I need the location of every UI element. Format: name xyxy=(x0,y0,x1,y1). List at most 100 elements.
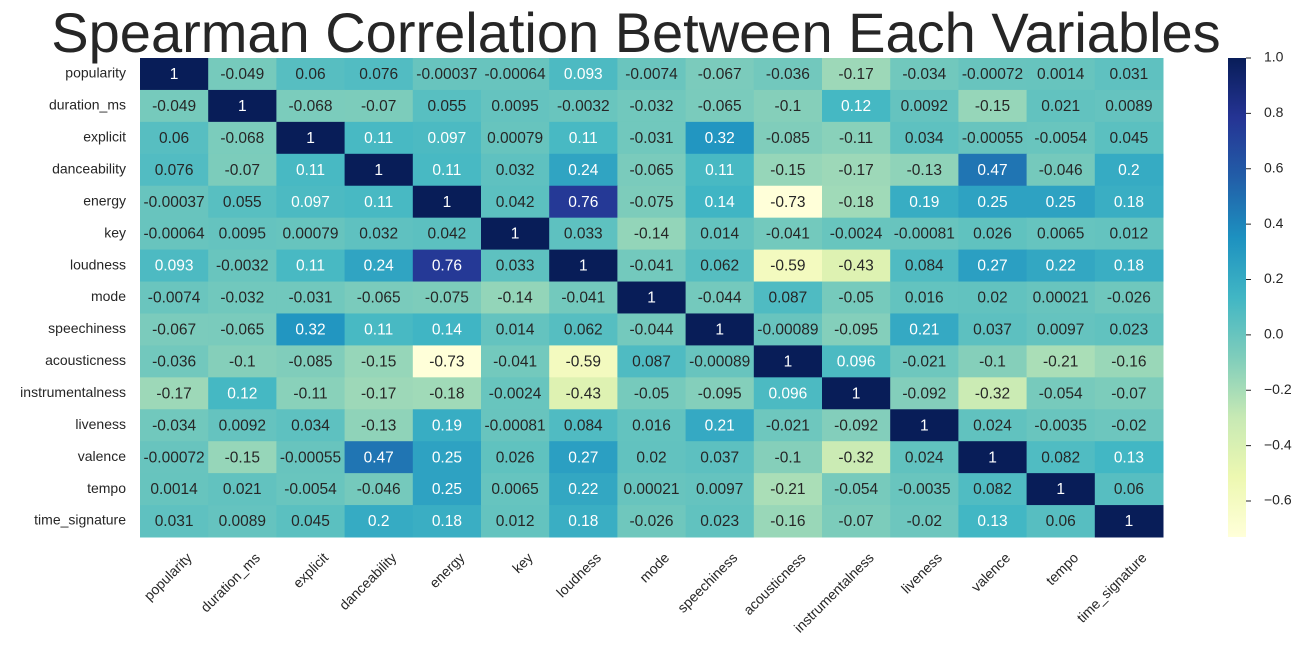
y-tick-label: duration_ms xyxy=(49,97,126,113)
heatmap-cell xyxy=(958,121,1028,155)
heatmap-cell xyxy=(208,89,277,123)
cell-label: -0.00037 xyxy=(143,194,204,211)
heatmap-cell xyxy=(140,121,209,155)
cell-label: 0.24 xyxy=(364,258,395,275)
cell-label: 0.0097 xyxy=(696,481,743,498)
cell-label: -0.15 xyxy=(975,98,1010,115)
heatmap-cell xyxy=(1094,249,1164,283)
cell-label: 0.087 xyxy=(632,353,671,370)
cell-label: 0.084 xyxy=(564,417,603,434)
cell-label: -0.041 xyxy=(766,226,810,243)
cell-label: -0.00055 xyxy=(280,449,341,466)
cell-label: -0.73 xyxy=(770,194,805,211)
cell-label: 1 xyxy=(511,226,520,243)
heatmap-cell xyxy=(140,441,209,474)
x-tick-label: explicit xyxy=(290,549,332,591)
cell-label: 0.11 xyxy=(296,258,325,275)
colorbar-tick-label: 1.0 xyxy=(1264,49,1284,65)
heatmap-cell xyxy=(890,185,959,219)
cell-label: 1 xyxy=(306,130,315,147)
heatmap-cell xyxy=(617,473,687,506)
x-tick-label: tempo xyxy=(1043,549,1082,588)
heatmap-cell xyxy=(344,249,414,283)
cell-label: -0.00081 xyxy=(894,226,955,243)
heatmap-cell xyxy=(1026,249,1096,283)
heatmap-cell xyxy=(617,441,687,474)
cell-label: 0.0095 xyxy=(491,98,538,115)
heatmap-cell xyxy=(1094,89,1164,123)
heatmap-cell xyxy=(890,441,959,474)
heatmap-cell xyxy=(140,217,209,251)
heatmap-cell xyxy=(1026,185,1096,219)
cell-label: 0.055 xyxy=(223,194,262,211)
cell-label: 1 xyxy=(374,162,383,179)
heatmap-cell xyxy=(1094,185,1164,219)
cell-label: -0.044 xyxy=(698,290,742,307)
cell-label: -0.085 xyxy=(766,130,810,147)
cell-label: 1 xyxy=(852,385,861,402)
heatmap-cell xyxy=(685,345,755,378)
heatmap-cell xyxy=(344,473,414,506)
heatmap-cell xyxy=(1026,89,1096,123)
cell-label: 1 xyxy=(170,66,179,83)
heatmap-cell xyxy=(890,505,959,538)
heatmap-cell xyxy=(276,249,346,283)
cell-label: 0.087 xyxy=(769,290,808,307)
cell-label: -0.067 xyxy=(698,66,742,83)
cell-label: -0.11 xyxy=(293,385,327,402)
heatmap-cell xyxy=(958,377,1028,410)
heatmap-cell xyxy=(344,89,414,123)
cell-label: -0.07 xyxy=(225,162,260,179)
heatmap-cell xyxy=(753,217,823,251)
cell-label: -0.046 xyxy=(1039,162,1083,179)
cell-label: -0.026 xyxy=(630,513,674,530)
heatmap-cell xyxy=(276,185,346,219)
heatmap-cell xyxy=(685,281,755,314)
heatmap-cell xyxy=(1094,473,1164,506)
cell-label: 0.11 xyxy=(364,130,393,147)
heatmap-cell xyxy=(549,249,618,283)
cell-label: 0.016 xyxy=(632,417,671,434)
cell-label: 0.2 xyxy=(368,513,390,530)
heatmap-cell xyxy=(276,377,346,410)
heatmap-cell xyxy=(549,409,618,442)
cell-label: -0.0054 xyxy=(284,481,337,498)
cell-label: -0.00064 xyxy=(484,66,546,83)
cell-label: 0.014 xyxy=(700,226,739,243)
cell-label: 0.14 xyxy=(705,194,736,211)
heatmap-cell xyxy=(1094,217,1164,251)
cell-label: 0.055 xyxy=(428,98,467,115)
colorbar xyxy=(1228,58,1246,537)
heatmap-cell xyxy=(549,58,618,91)
heatmap-cell xyxy=(890,281,959,314)
cell-label: 0.06 xyxy=(159,130,189,147)
y-tick-label: popularity xyxy=(65,65,126,81)
cell-label: 0.18 xyxy=(1114,258,1144,275)
heatmap-cell xyxy=(617,345,687,378)
cell-label: -0.07 xyxy=(361,98,396,115)
heatmap-cell xyxy=(822,345,891,378)
heatmap-cell xyxy=(958,89,1028,123)
cell-label: 1 xyxy=(920,417,929,434)
heatmap-cell xyxy=(208,377,277,410)
cell-label: 0.13 xyxy=(977,513,1007,530)
heatmap-cell xyxy=(412,313,482,346)
x-tick-label: liveness xyxy=(898,549,945,596)
cell-label: -0.026 xyxy=(1107,290,1151,307)
heatmap-cell xyxy=(890,313,959,346)
cell-label: 0.25 xyxy=(977,194,1007,211)
cell-label: 0.0014 xyxy=(150,481,198,498)
cell-label: -0.031 xyxy=(630,130,674,147)
heatmap-cell xyxy=(208,505,277,538)
cell-label: -0.041 xyxy=(561,290,605,307)
heatmap-cell xyxy=(481,249,550,283)
cell-label: -0.034 xyxy=(152,417,196,434)
cell-label: -0.59 xyxy=(770,258,805,275)
cell-label: -0.065 xyxy=(357,290,401,307)
heatmap-cell xyxy=(549,121,618,155)
y-tick-label: instrumentalness xyxy=(20,384,126,400)
cell-label: -0.07 xyxy=(1111,385,1146,402)
heatmap-cell xyxy=(140,409,209,442)
heatmap-cell xyxy=(685,121,755,155)
heatmap-cell xyxy=(344,281,414,314)
